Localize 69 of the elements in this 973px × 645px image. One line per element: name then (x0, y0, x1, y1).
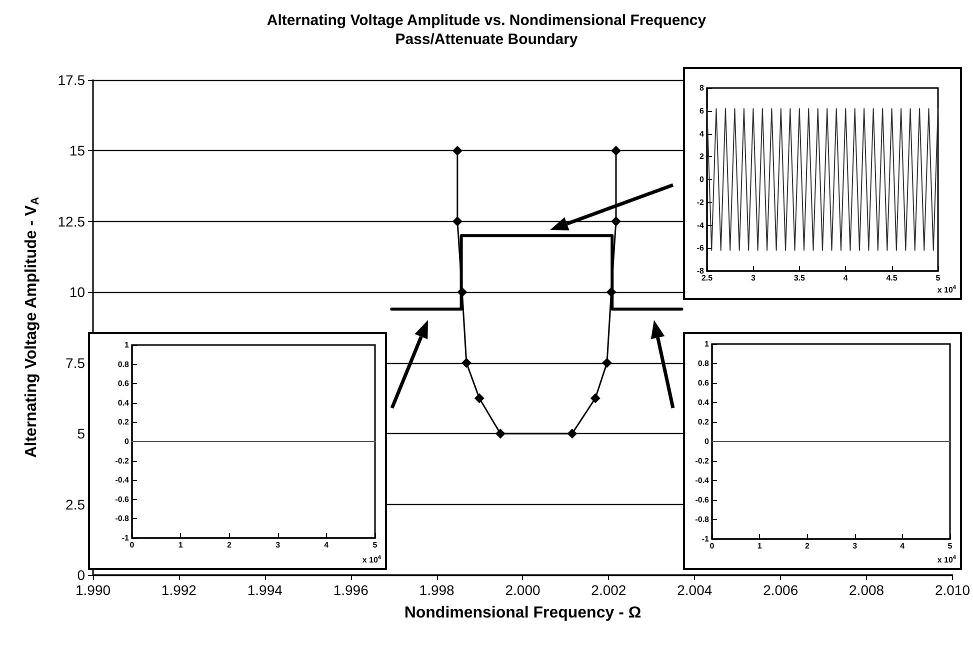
y-tick-label: 0 (704, 437, 710, 446)
y-tick-label: 0 (124, 437, 130, 446)
x-tick-label: 2.002 (591, 582, 626, 598)
x-tick-label: 1 (178, 540, 184, 550)
y-tick-label: 0 (700, 175, 705, 184)
y-tick-label: -0.4 (115, 476, 130, 485)
y-tick-label: 15 (69, 142, 86, 159)
x-tick-label: 2.000 (505, 582, 540, 598)
y-tick-label: 4 (700, 129, 705, 138)
y-tick-label: -0.4 (695, 476, 710, 485)
chart-title: Alternating Voltage Amplitude vs. Nondimensional Frequency (266, 12, 707, 29)
x-tick-label: 5 (948, 542, 953, 550)
y-tick-label: 12.5 (58, 213, 86, 230)
y-tick-label: 1 (704, 340, 710, 348)
x-tick-label: 4 (900, 542, 906, 550)
y-tick-label: 0.4 (118, 398, 130, 408)
y-tick-label: -0.2 (695, 456, 710, 466)
x-tick-label: 2.006 (763, 582, 798, 598)
x-tick-label: 4 (843, 274, 848, 282)
x-tick-label: 4.5 (886, 274, 898, 282)
y-tick-label: 7.5 (66, 354, 86, 371)
y-tick-label: 0.2 (698, 418, 710, 426)
y-axis-title: Alternating Voltage Amplitude - VA (23, 196, 42, 458)
y-tick-label: -0.2 (115, 456, 130, 466)
y-tick-label: -1 (702, 534, 710, 544)
y-tick-label: 2.5 (66, 496, 86, 512)
x-tick-label: 3 (750, 274, 756, 282)
x-tick-label: 3 (852, 542, 858, 550)
x-tick-label: 4 (324, 540, 330, 550)
y-tick-label: -0.6 (115, 494, 130, 504)
x-tick-label: 2 (226, 540, 232, 550)
chart-subtitle: Pass/Attenuate Boundary (395, 31, 578, 48)
y-tick-label: 0.6 (118, 379, 130, 388)
y-tick-label: 8 (700, 84, 705, 92)
y-tick-label: -4 (696, 220, 705, 230)
x-tick-label: 2.010 (934, 582, 970, 598)
y-tick-label: 6 (700, 106, 705, 116)
y-tick-label: 5 (77, 426, 86, 442)
y-tick-label: 0.4 (698, 398, 710, 407)
y-tick-label: 10 (69, 284, 86, 300)
y-tick-label: 1 (124, 340, 130, 350)
y-tick-label: 0.8 (118, 360, 130, 369)
x-tick-label: 5 (372, 540, 378, 550)
y-tick-label: 17.5 (58, 72, 86, 88)
y-tick-label: -6 (696, 244, 705, 253)
x-tick-label: 3.5 (794, 274, 806, 282)
y-tick-label: 0 (77, 567, 86, 583)
y-tick-label: 0.8 (698, 359, 710, 368)
y-tick-label: -0.6 (695, 496, 710, 504)
x-tick-label: 5 (936, 274, 941, 282)
y-tick-label: -2 (696, 198, 705, 207)
x-tick-label: 1.992 (161, 582, 197, 598)
x-axis-title: Nondimensional Frequency - Ω (404, 604, 642, 622)
y-tick-label: -0.8 (115, 514, 130, 524)
x-tick-label: 1.998 (419, 582, 455, 598)
y-tick-label: 0.6 (698, 378, 710, 388)
y-tick-label: 0.2 (118, 418, 130, 427)
x-tick-label: 1 (757, 542, 762, 550)
x-tick-label: 1.990 (75, 582, 111, 598)
y-tick-label: -1 (122, 534, 130, 542)
x-tick-label: 1.994 (247, 582, 283, 598)
x-tick-label: 2.004 (677, 582, 712, 598)
x-tick-label: 2.008 (849, 582, 884, 598)
y-tick-label: -0.8 (695, 515, 710, 524)
x-tick-label: 3 (276, 540, 281, 550)
y-tick-label: 2 (700, 152, 705, 162)
y-tick-label: -8 (696, 266, 705, 276)
x-tick-label: 1.996 (333, 582, 369, 598)
x-tick-label: 2 (804, 542, 810, 550)
